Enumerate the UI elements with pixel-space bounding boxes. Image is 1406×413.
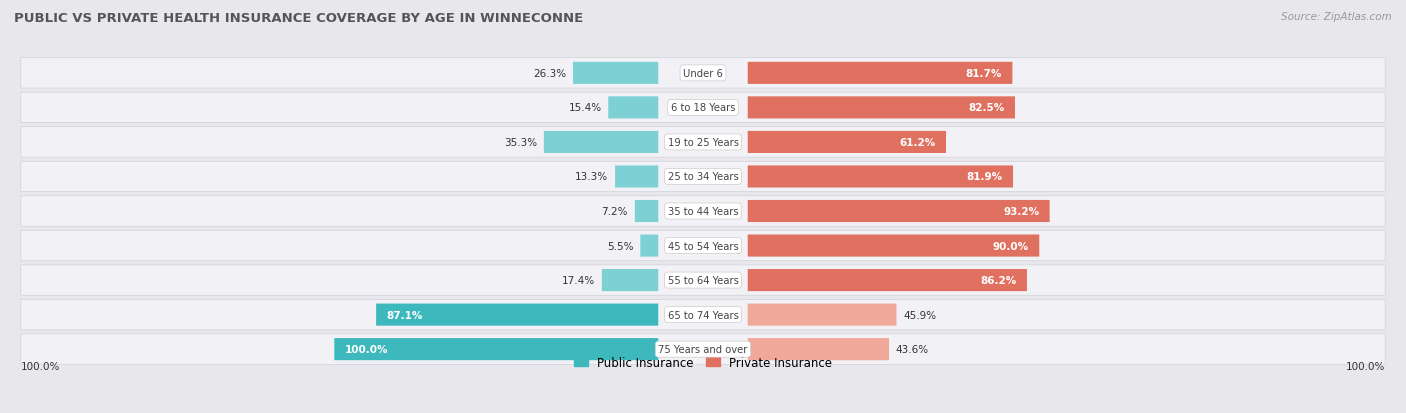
FancyBboxPatch shape — [574, 63, 658, 85]
Text: 13.3%: 13.3% — [575, 172, 609, 182]
Text: 61.2%: 61.2% — [900, 138, 935, 147]
FancyBboxPatch shape — [335, 338, 658, 360]
Text: 35.3%: 35.3% — [503, 138, 537, 147]
Text: 26.3%: 26.3% — [533, 69, 567, 78]
Text: 6 to 18 Years: 6 to 18 Years — [671, 103, 735, 113]
FancyBboxPatch shape — [21, 334, 1385, 364]
FancyBboxPatch shape — [748, 235, 1039, 257]
Text: 100.0%: 100.0% — [21, 361, 60, 370]
Text: 45 to 54 Years: 45 to 54 Years — [668, 241, 738, 251]
Text: 81.9%: 81.9% — [966, 172, 1002, 182]
Text: 86.2%: 86.2% — [980, 275, 1017, 285]
Legend: Public Insurance, Private Insurance: Public Insurance, Private Insurance — [571, 352, 835, 372]
Text: PUBLIC VS PRIVATE HEALTH INSURANCE COVERAGE BY AGE IN WINNECONNE: PUBLIC VS PRIVATE HEALTH INSURANCE COVER… — [14, 12, 583, 25]
FancyBboxPatch shape — [640, 235, 658, 257]
FancyBboxPatch shape — [21, 265, 1385, 296]
Text: 65 to 74 Years: 65 to 74 Years — [668, 310, 738, 320]
Text: 93.2%: 93.2% — [1002, 206, 1039, 216]
Text: 100.0%: 100.0% — [344, 344, 388, 354]
FancyBboxPatch shape — [748, 166, 1014, 188]
FancyBboxPatch shape — [21, 93, 1385, 123]
Text: 25 to 34 Years: 25 to 34 Years — [668, 172, 738, 182]
Text: 15.4%: 15.4% — [568, 103, 602, 113]
Text: 43.6%: 43.6% — [896, 344, 929, 354]
FancyBboxPatch shape — [377, 304, 658, 326]
Text: 17.4%: 17.4% — [562, 275, 595, 285]
FancyBboxPatch shape — [21, 59, 1385, 89]
FancyBboxPatch shape — [636, 200, 658, 223]
Text: 5.5%: 5.5% — [607, 241, 634, 251]
Text: 81.7%: 81.7% — [966, 69, 1002, 78]
FancyBboxPatch shape — [748, 63, 1012, 85]
FancyBboxPatch shape — [748, 304, 897, 326]
Text: Source: ZipAtlas.com: Source: ZipAtlas.com — [1281, 12, 1392, 22]
FancyBboxPatch shape — [21, 300, 1385, 330]
FancyBboxPatch shape — [748, 338, 889, 360]
Text: 35 to 44 Years: 35 to 44 Years — [668, 206, 738, 216]
Text: 45.9%: 45.9% — [903, 310, 936, 320]
Text: 90.0%: 90.0% — [993, 241, 1029, 251]
Text: 82.5%: 82.5% — [969, 103, 1004, 113]
FancyBboxPatch shape — [748, 269, 1026, 292]
Text: 7.2%: 7.2% — [602, 206, 628, 216]
FancyBboxPatch shape — [21, 196, 1385, 227]
FancyBboxPatch shape — [21, 231, 1385, 261]
Text: 100.0%: 100.0% — [1346, 361, 1385, 370]
FancyBboxPatch shape — [544, 132, 658, 154]
FancyBboxPatch shape — [748, 132, 946, 154]
FancyBboxPatch shape — [21, 162, 1385, 192]
Text: 55 to 64 Years: 55 to 64 Years — [668, 275, 738, 285]
FancyBboxPatch shape — [614, 166, 658, 188]
FancyBboxPatch shape — [602, 269, 658, 292]
FancyBboxPatch shape — [748, 200, 1050, 223]
Text: 19 to 25 Years: 19 to 25 Years — [668, 138, 738, 147]
FancyBboxPatch shape — [609, 97, 658, 119]
FancyBboxPatch shape — [21, 128, 1385, 158]
Text: Under 6: Under 6 — [683, 69, 723, 78]
Text: 75 Years and over: 75 Years and over — [658, 344, 748, 354]
Text: 87.1%: 87.1% — [387, 310, 423, 320]
FancyBboxPatch shape — [748, 97, 1015, 119]
